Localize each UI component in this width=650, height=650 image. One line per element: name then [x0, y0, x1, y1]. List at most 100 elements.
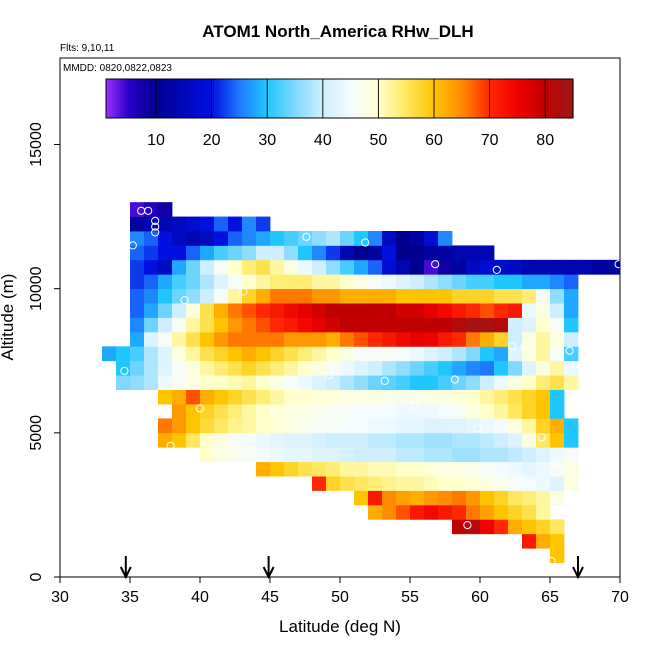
heatmap-cell [564, 331, 579, 347]
heatmap-cell [242, 404, 257, 419]
colorbar-segment [308, 79, 313, 118]
heatmap-cell [228, 375, 243, 390]
heatmap-cell [354, 404, 369, 419]
heatmap-cell [326, 404, 341, 419]
heatmap-cell [536, 317, 551, 333]
heatmap-cell [536, 288, 551, 304]
colorbar-segment [400, 79, 405, 118]
heatmap-cell [326, 231, 341, 246]
heatmap-cell [256, 375, 271, 390]
colorbar-segment [117, 79, 121, 118]
heatmap-cell [256, 245, 271, 261]
colorbar-segment [336, 79, 341, 118]
heatmap-cell [256, 461, 271, 477]
heatmap-cell [536, 533, 551, 549]
heatmap-cell [130, 274, 145, 290]
heatmap-cell [200, 432, 215, 448]
heatmap-cell [256, 288, 271, 304]
heatmap-cell [522, 490, 537, 506]
heatmap-cell [494, 504, 509, 520]
heatmap-cell [522, 476, 537, 491]
heatmap-cell [438, 375, 453, 390]
heatmap-cell [452, 375, 467, 390]
colorbar-segment [147, 79, 152, 118]
heatmap-cell [228, 404, 243, 419]
heatmap-cell [228, 447, 243, 463]
heatmap-cell [116, 360, 131, 376]
observation-point [302, 232, 311, 241]
heatmap-cell [130, 202, 145, 217]
heatmap-cell [480, 375, 495, 390]
colorbar-segment [470, 79, 474, 118]
colorbar-segment [497, 79, 502, 118]
heatmap-cell [564, 288, 579, 304]
heatmap-cell [214, 360, 229, 376]
heatmap-cell [396, 476, 411, 491]
heatmap-cell [550, 303, 565, 318]
heatmap-cell [312, 432, 327, 448]
heatmap-cell [424, 432, 439, 448]
x-tick-label: 70 [611, 589, 629, 606]
heatmap-cell [200, 231, 215, 246]
heatmap-cell [466, 504, 481, 520]
heatmap-cell [284, 231, 299, 246]
heatmap-cell [466, 360, 481, 376]
heatmap-cell [200, 418, 215, 434]
colorbar-tick-label: 50 [370, 132, 388, 149]
colorbar-segment [267, 79, 271, 118]
y-tick-label: 15000 [28, 122, 45, 167]
colorbar-frame [105, 78, 574, 119]
colorbar-segment [495, 79, 499, 118]
heatmap-cell [536, 447, 551, 463]
heatmap-cell [550, 360, 565, 376]
heatmap-cell [550, 375, 565, 390]
observation-point [361, 238, 370, 247]
heatmap-cell [200, 360, 215, 376]
heatmap-cell [410, 389, 425, 405]
observation-point [195, 404, 205, 413]
heatmap-cell [452, 490, 467, 506]
heatmap-cell [438, 504, 453, 520]
heatmap-cell [298, 404, 313, 419]
heatmap-cell [242, 389, 257, 405]
heatmap-cell [536, 461, 551, 477]
heatmap-cell [424, 259, 439, 275]
heatmap-cell [172, 288, 187, 304]
colorbar-segment [283, 79, 288, 118]
colorbar-segment [320, 79, 324, 118]
heatmap-cell [340, 418, 355, 434]
heatmap-cell [606, 259, 621, 275]
heatmap-cell [382, 259, 397, 275]
colorbar-segment [475, 79, 480, 118]
heatmap-cell [452, 447, 467, 463]
heatmap-cell [522, 447, 537, 463]
heatmap-cell [452, 504, 467, 520]
heatmap-cell [214, 259, 229, 275]
heatmap-cell [410, 288, 425, 304]
heatmap-cell [200, 303, 215, 318]
heatmap-cell [466, 476, 481, 491]
heatmap-cell [242, 375, 257, 390]
heatmap-cells [102, 202, 621, 563]
heatmap-cell [228, 389, 243, 405]
heatmap-cell [158, 259, 173, 275]
heatmap-cell [340, 331, 355, 347]
heatmap-cell [354, 303, 369, 318]
heatmap-cell [158, 274, 173, 290]
heatmap-cell [256, 404, 271, 419]
heatmap-cell [270, 259, 285, 275]
heatmap-cell [550, 331, 565, 347]
heatmap-cell [340, 245, 355, 261]
heatmap-cell [326, 476, 341, 491]
heatmap-cell [242, 346, 257, 362]
heatmap-cell [522, 404, 537, 419]
heatmap-cell [172, 216, 187, 232]
heatmap-cell [382, 490, 397, 506]
heatmap-cell [158, 418, 173, 434]
heatmap-cell [228, 346, 243, 362]
heatmap-cell [508, 360, 523, 376]
colorbar-segment [197, 79, 202, 118]
heatmap-cell [354, 461, 369, 477]
heatmap-cell [452, 476, 467, 491]
colorbar-segment [194, 79, 199, 118]
